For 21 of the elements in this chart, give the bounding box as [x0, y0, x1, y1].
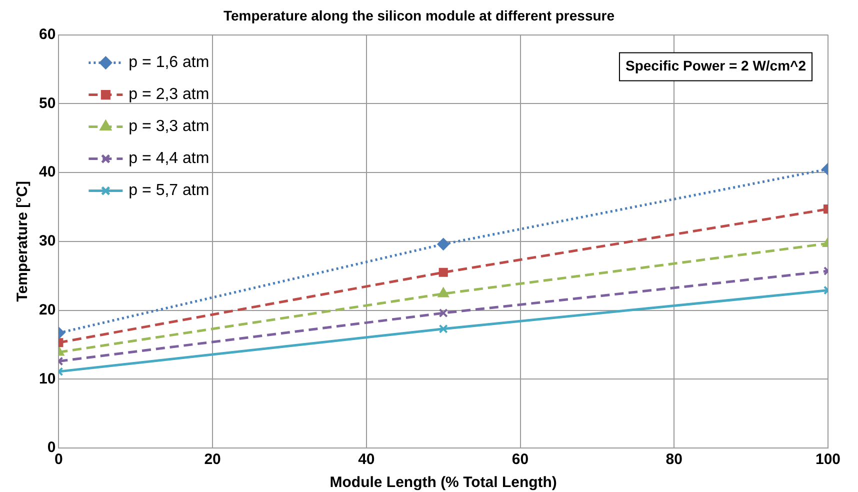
y-tick-label: 10: [38, 370, 56, 388]
legend-label: p = 3,3 atm: [128, 118, 210, 136]
legend-label: p = 1,6 atm: [128, 54, 210, 72]
y-tick-label: 20: [38, 301, 56, 318]
x-tick-label: 80: [666, 451, 682, 468]
x-tick-label: 20: [204, 451, 221, 468]
y-tick-label: 60: [38, 26, 56, 43]
x-tick-label: 40: [358, 451, 375, 468]
x-axis-title: Module Length (% Total Length): [330, 474, 557, 492]
annotation: Specific Power = 2 W/cm^2: [625, 58, 806, 74]
chart-title: Temperature along the silicon module at different pressure: [223, 7, 615, 24]
legend-label: p = 2,3 atm: [128, 86, 210, 104]
y-tick-label: 0: [47, 439, 56, 456]
x-tick-label: 100: [815, 451, 841, 468]
x-tick-label: 60: [512, 451, 529, 468]
y-tick-label: 40: [38, 164, 56, 181]
legend-label: p = 5,7 atm: [128, 182, 210, 200]
y-axis-title: Temperature [°C]: [14, 181, 32, 302]
legend-label: p = 4,4 atm: [128, 150, 210, 168]
y-tick-label: 50: [38, 94, 56, 112]
y-tick-label: 30: [38, 232, 56, 250]
